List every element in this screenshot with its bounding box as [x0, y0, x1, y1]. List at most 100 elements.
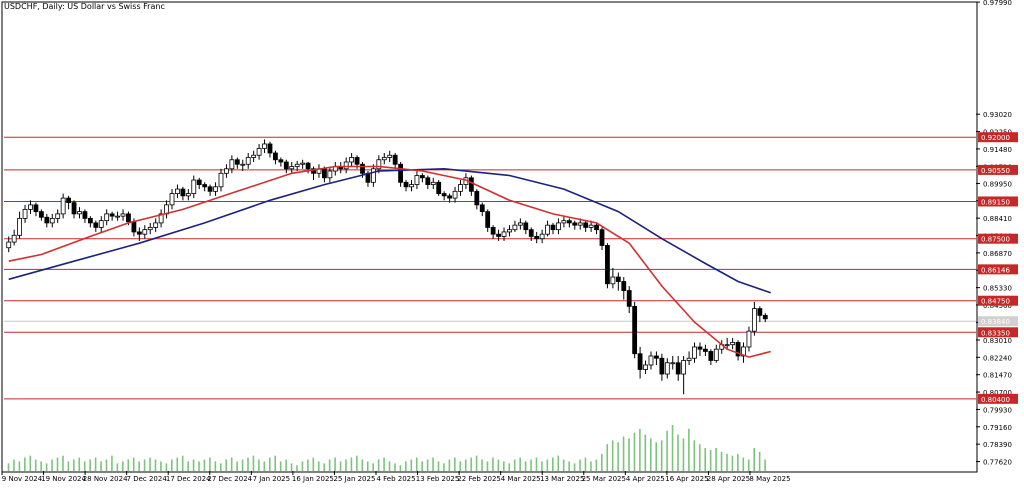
level-price-label: 0.84750	[981, 298, 1010, 306]
x-tick-label: 4 Feb 2025	[376, 475, 415, 483]
candle-bull	[751, 308, 757, 332]
y-tick-label: 0.88410	[983, 215, 1012, 223]
x-tick-label: 9 Nov 2024	[2, 475, 43, 483]
volume-bar	[481, 459, 483, 471]
candle-bear	[234, 159, 240, 165]
candle-bear	[131, 221, 137, 233]
volume-bar	[443, 463, 445, 471]
candle-bull	[409, 184, 414, 188]
candle-bull	[713, 348, 719, 361]
candle-bear	[447, 195, 452, 199]
candle-bear	[109, 213, 115, 217]
volume-bar	[742, 457, 745, 471]
volume-bar	[274, 455, 277, 471]
volume-bar	[448, 459, 451, 471]
volume-bar	[339, 461, 342, 471]
volume-bar	[606, 444, 609, 471]
candle-bear	[632, 305, 638, 355]
candle-bear	[354, 157, 360, 165]
y-tick-label: 0.82240	[983, 354, 1012, 362]
candle-bull	[213, 186, 218, 192]
volume-bar	[677, 434, 679, 471]
volume-bar	[671, 425, 674, 471]
y-tick-label: 0.83010	[983, 337, 1012, 345]
candle-bear	[757, 308, 763, 316]
candle-bear	[425, 177, 431, 185]
x-tick-label: 13 Mar 2025	[540, 475, 584, 483]
candle-bull	[153, 222, 159, 228]
candle-bull	[517, 222, 523, 226]
volume-bar	[726, 453, 728, 471]
candle-bear	[136, 231, 142, 235]
volume-bar	[557, 455, 560, 471]
candle-bull	[512, 224, 518, 231]
volume-bar	[649, 438, 652, 471]
volume-bar	[568, 461, 570, 471]
level-price-badge	[978, 233, 1018, 244]
candle-bull	[686, 357, 692, 361]
volume-bar	[660, 440, 663, 471]
volume-bar	[345, 459, 347, 471]
candle-bull	[77, 211, 82, 215]
candle-bull	[262, 143, 267, 149]
volume-bar	[285, 459, 287, 471]
candle-bull	[648, 355, 654, 366]
volume-bar	[454, 457, 456, 471]
x-tick-label: 22 Feb 2025	[457, 475, 501, 483]
volume-bar	[176, 457, 179, 471]
volume-bar	[132, 457, 135, 471]
candle-bull	[724, 344, 730, 347]
volume-bar	[258, 459, 260, 471]
volume-bar	[51, 459, 53, 471]
volume-bar	[747, 459, 750, 471]
volume-bar	[475, 455, 478, 471]
candle-bear	[468, 177, 474, 192]
candle-bear	[703, 348, 708, 352]
candle-bear	[283, 161, 289, 170]
volume-bar	[497, 459, 500, 471]
candle-bear	[322, 168, 327, 179]
candle-bull	[104, 213, 110, 222]
volume-bar	[709, 449, 712, 471]
volume-bar	[530, 459, 532, 471]
candle-bear	[637, 353, 643, 370]
volume-bar	[366, 461, 369, 471]
volume-bar	[644, 434, 647, 471]
candle-bear	[273, 152, 278, 161]
volume-bar	[334, 457, 336, 471]
y-axis: 0.979900.930200.922500.914800.907100.899…	[976, 0, 1018, 467]
volume-bar	[513, 459, 516, 471]
candle-bear	[523, 222, 529, 231]
current-price-label: 0.83840	[981, 318, 1010, 326]
y-tick-label: 0.80700	[983, 389, 1012, 397]
x-tick-label: 19 Nov 2024	[41, 475, 86, 483]
levels-layer	[4, 136, 976, 400]
volume-bar	[18, 461, 21, 471]
candle-bull	[588, 224, 594, 228]
volume-bar	[198, 461, 200, 471]
volume-bar	[241, 459, 244, 471]
candle-bull	[17, 217, 23, 236]
y-tick-label: 0.77620	[983, 459, 1012, 467]
candles-layer	[6, 139, 768, 395]
candle-bull	[245, 157, 251, 165]
candle-bear	[485, 211, 491, 228]
candle-bear	[71, 202, 77, 215]
volume-bar	[252, 455, 255, 471]
x-tick-label: 13 Feb 2025	[416, 475, 460, 483]
volume-bar	[89, 459, 91, 471]
volume-bar	[312, 457, 315, 471]
volume-bar	[116, 463, 119, 471]
level-price-badge	[978, 196, 1018, 207]
candle-bear	[654, 355, 659, 359]
candle-bear	[594, 224, 599, 231]
volume-bar	[67, 461, 70, 471]
candle-bull	[556, 222, 561, 231]
volume-bar	[268, 457, 271, 471]
volume-bar	[737, 453, 739, 471]
volume-bar	[13, 459, 15, 471]
candle-bull	[22, 208, 28, 219]
volume-bar	[470, 457, 472, 471]
